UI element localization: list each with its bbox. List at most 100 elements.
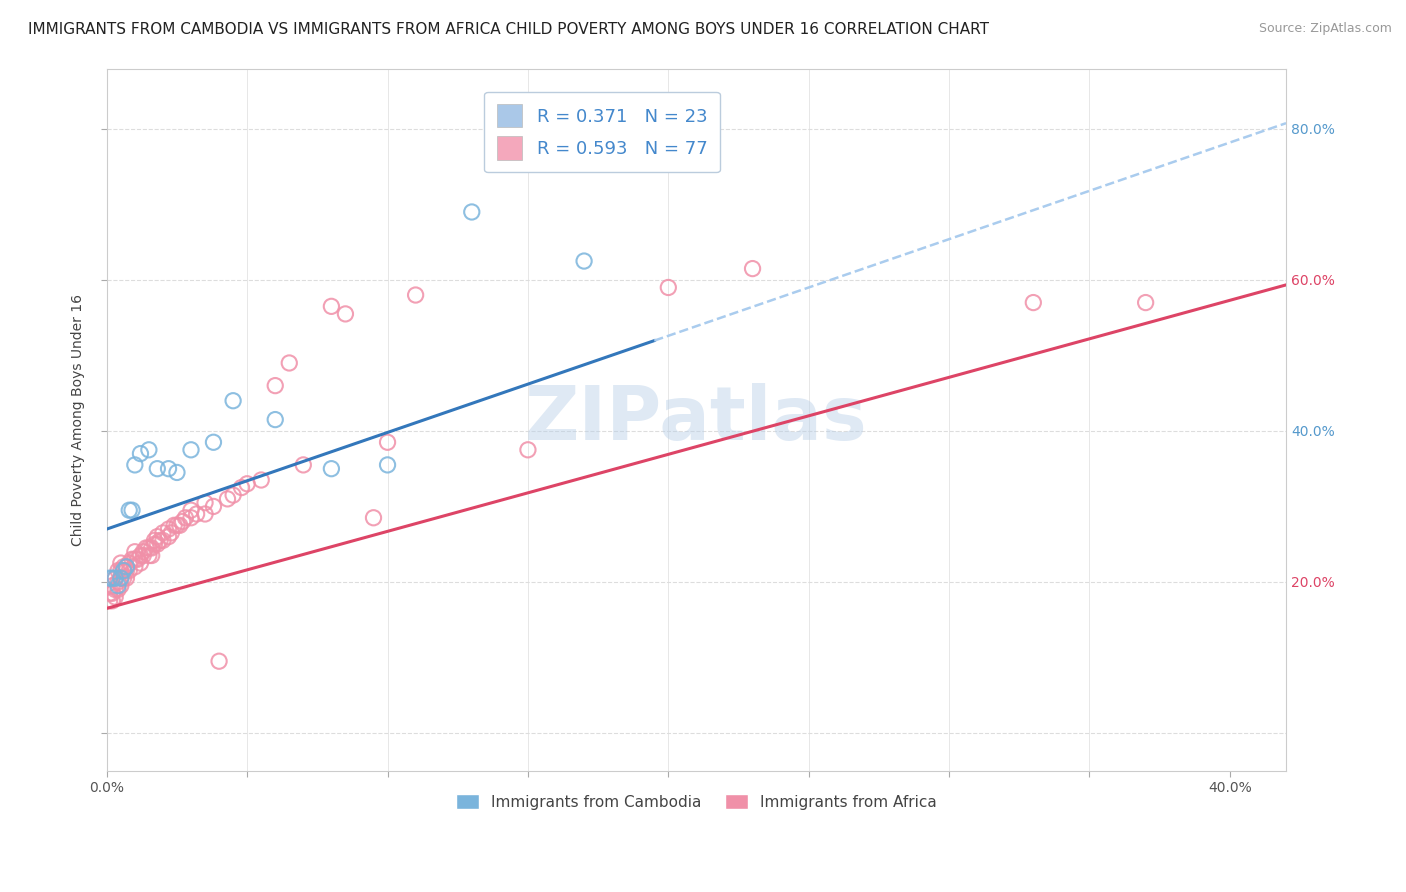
- Point: [292, 458, 315, 472]
- Point: [180, 510, 202, 524]
- Point: [264, 412, 287, 426]
- Point: [572, 254, 595, 268]
- Text: IMMIGRANTS FROM CAMBODIA VS IMMIGRANTS FROM AFRICA CHILD POVERTY AMONG BOYS UNDE: IMMIGRANTS FROM CAMBODIA VS IMMIGRANTS F…: [28, 22, 988, 37]
- Point: [104, 571, 127, 585]
- Point: [132, 545, 155, 559]
- Point: [166, 466, 188, 480]
- Point: [166, 518, 188, 533]
- Point: [146, 461, 169, 475]
- Point: [186, 507, 208, 521]
- Point: [405, 288, 427, 302]
- Point: [118, 503, 141, 517]
- Point: [110, 564, 132, 578]
- Text: Source: ZipAtlas.com: Source: ZipAtlas.com: [1258, 22, 1392, 36]
- Point: [138, 549, 160, 563]
- Point: [124, 545, 146, 559]
- Point: [132, 549, 155, 563]
- Point: [121, 503, 143, 517]
- Point: [107, 582, 129, 597]
- Point: [118, 556, 141, 570]
- Point: [118, 564, 141, 578]
- Point: [157, 522, 180, 536]
- Point: [129, 556, 152, 570]
- Point: [152, 525, 174, 540]
- Point: [135, 541, 157, 555]
- Point: [112, 559, 135, 574]
- Point: [115, 559, 138, 574]
- Point: [104, 571, 127, 585]
- Point: [110, 571, 132, 585]
- Point: [115, 559, 138, 574]
- Point: [222, 488, 245, 502]
- Point: [101, 571, 124, 585]
- Point: [202, 435, 225, 450]
- Point: [124, 552, 146, 566]
- Point: [110, 571, 132, 585]
- Point: [231, 481, 253, 495]
- Point: [143, 533, 166, 548]
- Point: [101, 594, 124, 608]
- Point: [146, 530, 169, 544]
- Point: [127, 552, 149, 566]
- Point: [172, 515, 194, 529]
- Point: [110, 579, 132, 593]
- Point: [107, 574, 129, 589]
- Point: [194, 507, 217, 521]
- Point: [104, 582, 127, 597]
- Point: [180, 442, 202, 457]
- Point: [222, 393, 245, 408]
- Point: [377, 435, 399, 450]
- Point: [143, 537, 166, 551]
- Point: [98, 594, 121, 608]
- Point: [138, 442, 160, 457]
- Point: [124, 458, 146, 472]
- Point: [107, 564, 129, 578]
- Point: [169, 518, 191, 533]
- Point: [149, 533, 172, 548]
- Point: [377, 458, 399, 472]
- Point: [152, 533, 174, 548]
- Point: [264, 378, 287, 392]
- Point: [1135, 295, 1157, 310]
- Point: [124, 559, 146, 574]
- Point: [321, 461, 343, 475]
- Point: [208, 654, 231, 668]
- Point: [236, 476, 259, 491]
- Point: [163, 518, 186, 533]
- Point: [101, 579, 124, 593]
- Point: [1022, 295, 1045, 310]
- Point: [138, 541, 160, 555]
- Point: [98, 571, 121, 585]
- Point: [129, 549, 152, 563]
- Point: [335, 307, 357, 321]
- Point: [121, 552, 143, 566]
- Point: [115, 564, 138, 578]
- Point: [194, 496, 217, 510]
- Point: [141, 541, 163, 555]
- Point: [110, 556, 132, 570]
- Point: [98, 586, 121, 600]
- Text: ZIPatlas: ZIPatlas: [524, 383, 868, 456]
- Point: [112, 571, 135, 585]
- Point: [516, 442, 538, 457]
- Point: [160, 525, 183, 540]
- Point: [146, 537, 169, 551]
- Point: [101, 586, 124, 600]
- Point: [104, 590, 127, 604]
- Point: [157, 530, 180, 544]
- Point: [107, 579, 129, 593]
- Y-axis label: Child Poverty Among Boys Under 16: Child Poverty Among Boys Under 16: [72, 293, 86, 546]
- Point: [657, 280, 679, 294]
- Point: [157, 461, 180, 475]
- Point: [321, 299, 343, 313]
- Point: [115, 571, 138, 585]
- Point: [278, 356, 301, 370]
- Point: [250, 473, 273, 487]
- Point: [174, 510, 197, 524]
- Point: [112, 564, 135, 578]
- Point: [461, 205, 484, 219]
- Point: [141, 549, 163, 563]
- Point: [180, 503, 202, 517]
- Point: [363, 510, 385, 524]
- Point: [129, 446, 152, 460]
